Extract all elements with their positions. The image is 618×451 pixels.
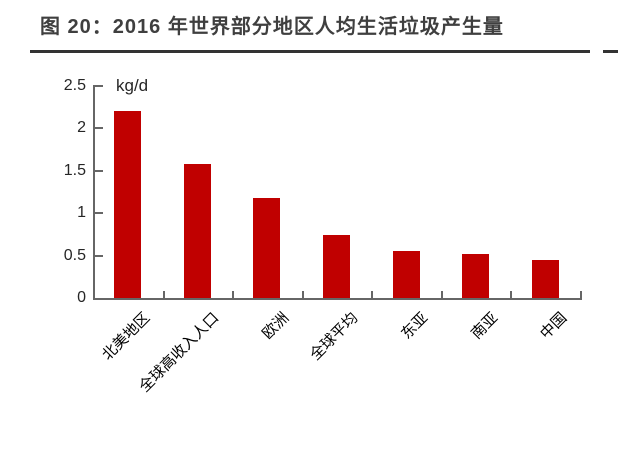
x-tick-mark-2	[232, 291, 235, 298]
x-label-欧洲: 欧洲	[259, 309, 293, 343]
title-underline-dash	[603, 50, 618, 53]
y-tick-mark-0.5	[95, 254, 103, 257]
y-tick-label-0: 0	[77, 289, 86, 306]
x-label-南亚: 南亚	[467, 309, 501, 343]
x-label-中国: 中国	[537, 309, 571, 343]
x-label-北美地区: 北美地区	[98, 309, 154, 364]
bar-中国	[531, 259, 559, 298]
figure-title: 图 20：2016 年世界部分地区人均生活垃圾产生量	[40, 16, 504, 38]
x-tick-mark-5	[440, 291, 443, 298]
bar-北美地区	[114, 110, 142, 298]
x-axis-line	[93, 298, 582, 300]
y-tick-label-2.5: 2.5	[63, 77, 86, 94]
y-tick-label-0.5: 0.5	[63, 246, 86, 264]
y-axis-unit-label: kg/d	[116, 76, 149, 95]
y-tick-label-1: 1	[77, 204, 86, 222]
x-tick-mark-4	[371, 291, 374, 298]
y-tick-label-1.5: 1.5	[63, 161, 86, 179]
bar-南亚	[462, 253, 490, 298]
x-tick-mark-3	[301, 291, 304, 298]
bar-全球高收入人口	[183, 164, 211, 298]
y-tick-mark-1.5	[95, 169, 103, 172]
x-label-东亚: 东亚	[398, 309, 432, 343]
y-axis-line	[93, 85, 95, 300]
x-tick-mark-6	[510, 291, 513, 298]
y-tick-mark-1	[95, 212, 103, 215]
y-tick-mark-2	[95, 127, 103, 130]
bar-欧洲	[253, 197, 281, 298]
x-tick-mark-7	[580, 291, 582, 298]
bar-全球平均	[323, 235, 350, 298]
y-tick-label-2: 2	[77, 119, 86, 137]
bar-东亚	[392, 250, 420, 298]
y-tick-mark-2.5	[95, 85, 103, 87]
x-tick-mark-1	[162, 291, 165, 298]
x-label-全球平均: 全球平均	[307, 309, 362, 364]
title-underline	[30, 50, 590, 53]
